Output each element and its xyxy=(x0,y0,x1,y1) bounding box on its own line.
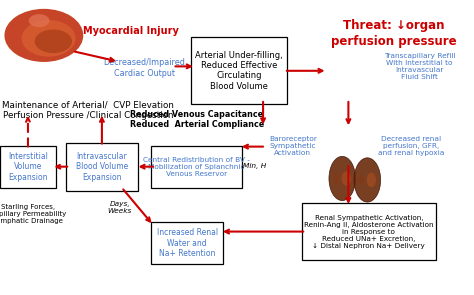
Ellipse shape xyxy=(359,174,364,186)
Text: Renal Sympathetic Activation,
Renin-Ang II, Aldosterone Activation
in Response t: Renal Sympathetic Activation, Renin-Ang … xyxy=(304,214,434,249)
Text: Threat: ↓organ
perfusion pressure: Threat: ↓organ perfusion pressure xyxy=(330,19,456,48)
FancyBboxPatch shape xyxy=(0,146,56,188)
Text: Maintenance of Arterial/  CVP Elevation
Perfusion Pressure /Clinical Congestion: Maintenance of Arterial/ CVP Elevation P… xyxy=(2,101,174,120)
Text: Baroreceptor
Sympathetic
Activation: Baroreceptor Sympathetic Activation xyxy=(269,136,317,156)
FancyBboxPatch shape xyxy=(151,146,242,188)
Text: Starling Forces,
Capillary Permeability
Lymphatic Drainage: Starling Forces, Capillary Permeability … xyxy=(0,204,66,224)
Ellipse shape xyxy=(4,9,83,62)
FancyBboxPatch shape xyxy=(65,143,138,191)
Text: Intravascular
Blood Volume
Expansion: Intravascular Blood Volume Expansion xyxy=(76,152,128,182)
Ellipse shape xyxy=(329,156,356,201)
FancyBboxPatch shape xyxy=(151,222,224,265)
Ellipse shape xyxy=(367,173,376,187)
Text: Reduced Venous Capacitance
Reduced  Arterial Compliance: Reduced Venous Capacitance Reduced Arter… xyxy=(129,110,264,129)
FancyBboxPatch shape xyxy=(191,37,287,104)
Text: Arterial Under-filling,
Reduced Effective
Circulating
Blood Volume: Arterial Under-filling, Reduced Effectiv… xyxy=(195,51,283,91)
Ellipse shape xyxy=(342,171,351,186)
Text: Decreased/Impaired
Cardiac Output: Decreased/Impaired Cardiac Output xyxy=(104,58,185,78)
Text: Min, H: Min, H xyxy=(243,163,266,169)
Text: Increased Renal
Water and
Na+ Retention: Increased Renal Water and Na+ Retention xyxy=(157,228,218,258)
Text: Interstitial
Volume
Expansion: Interstitial Volume Expansion xyxy=(8,152,48,182)
Ellipse shape xyxy=(334,173,339,184)
Text: Days,
Weeks: Days, Weeks xyxy=(108,201,132,214)
Text: Central Redistribution of BV -
Mobilization of Splanchnic
Venous Reservor: Central Redistribution of BV - Mobilizat… xyxy=(143,157,250,177)
Text: Transcapillary Refill
With Interstitial to
Intravascular
Fluid Shift: Transcapillary Refill With Interstitial … xyxy=(383,53,456,80)
Ellipse shape xyxy=(29,14,49,27)
Ellipse shape xyxy=(35,30,72,53)
Text: Decreased renal
perfusion, GFR,
and renal hypoxia: Decreased renal perfusion, GFR, and rena… xyxy=(378,136,445,156)
Ellipse shape xyxy=(354,158,381,202)
Ellipse shape xyxy=(22,20,75,57)
FancyBboxPatch shape xyxy=(301,203,436,260)
Text: Myocardial Injury: Myocardial Injury xyxy=(83,26,179,36)
